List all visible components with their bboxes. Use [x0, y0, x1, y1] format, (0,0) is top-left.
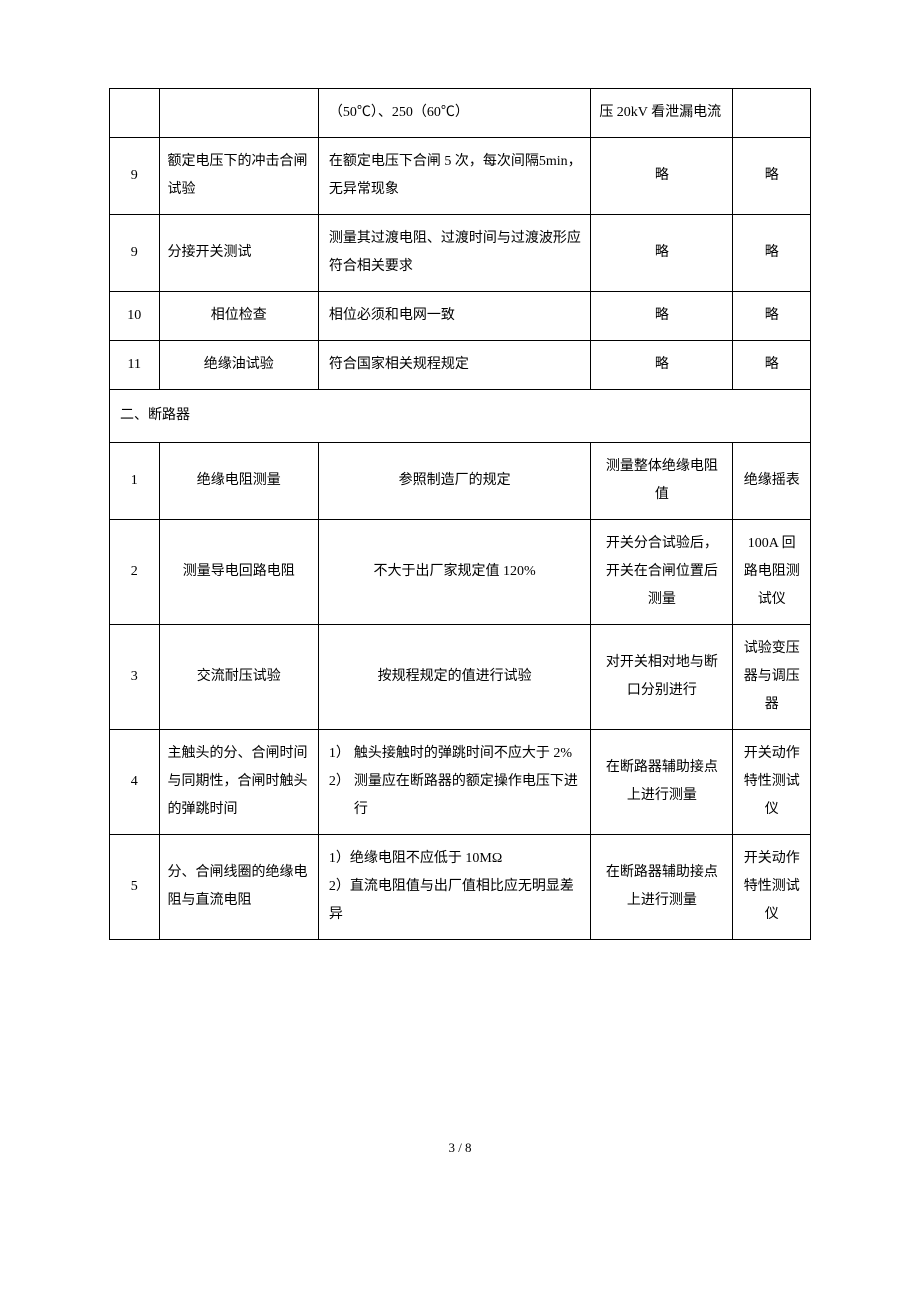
row-req: （50℃）、250（60℃） — [318, 89, 590, 138]
row-tool — [733, 89, 811, 138]
row-req: 1） 触头接触时的弹跳时间不应大于 2% 2） 测量应在断路器的额定操作电压下进… — [318, 730, 590, 835]
table-row: 5 分、合闸线圈的绝缘电阻与直流电阻 1）绝缘电阻不应低于 10MΩ 2）直流电… — [110, 835, 811, 940]
list-text: 触头接触时的弹跳时间不应大于 2% — [354, 740, 582, 768]
row-req: 在额定电压下合闸 5 次，每次间隔5min，无异常现象 — [318, 138, 590, 215]
row-note: 略 — [591, 341, 733, 390]
list-marker: 2） — [329, 879, 350, 894]
row-name: 主触头的分、合闸时间与同期性，合闸时触头的弹跳时间 — [159, 730, 318, 835]
table-row: （50℃）、250（60℃） 压 20kV 看泄漏电流 — [110, 89, 811, 138]
table-row: 3 交流耐压试验 按规程规定的值进行试验 对开关相对地与断口分别进行 试验变压器… — [110, 625, 811, 730]
list-marker: 2） — [329, 768, 350, 796]
list-text: 测量应在断路器的额定操作电压下进行 — [354, 768, 582, 824]
row-req: 符合国家相关规程规定 — [318, 341, 590, 390]
row-name: 交流耐压试验 — [159, 625, 318, 730]
list-text: 直流电阻值与出厂值相比应无明显差异 — [329, 879, 574, 922]
row-num: 9 — [110, 138, 160, 215]
row-req: 1）绝缘电阻不应低于 10MΩ 2）直流电阻值与出厂值相比应无明显差异 — [318, 835, 590, 940]
table-row: 9 额定电压下的冲击合闸试验 在额定电压下合闸 5 次，每次间隔5min，无异常… — [110, 138, 811, 215]
list-marker: 1） — [329, 851, 350, 866]
row-name: 测量导电回路电阻 — [159, 520, 318, 625]
row-num: 2 — [110, 520, 160, 625]
row-req: 测量其过渡电阻、过渡时间与过渡波形应符合相关要求 — [318, 215, 590, 292]
row-tool: 试验变压器与调压器 — [733, 625, 811, 730]
row-note: 略 — [591, 138, 733, 215]
list-item: 1） 触头接触时的弹跳时间不应大于 2% — [329, 740, 582, 768]
row-name: 绝缘油试验 — [159, 341, 318, 390]
row-name — [159, 89, 318, 138]
row-num: 1 — [110, 443, 160, 520]
row-tool: 略 — [733, 215, 811, 292]
row-note: 在断路器辅助接点上进行测量 — [591, 730, 733, 835]
row-num: 3 — [110, 625, 160, 730]
row-name: 额定电压下的冲击合闸试验 — [159, 138, 318, 215]
row-note: 测量整体绝缘电阻值 — [591, 443, 733, 520]
row-tool: 略 — [733, 138, 811, 215]
table-row: 1 绝缘电阻测量 参照制造厂的规定 测量整体绝缘电阻值 绝缘摇表 — [110, 443, 811, 520]
row-name: 相位检查 — [159, 292, 318, 341]
row-tool: 开关动作特性测试仪 — [733, 835, 811, 940]
row-num: 5 — [110, 835, 160, 940]
table-row: 10 相位检查 相位必须和电网一致 略 略 — [110, 292, 811, 341]
list-text: 绝缘电阻不应低于 10MΩ — [350, 851, 502, 866]
list-marker: 1） — [329, 740, 350, 768]
row-name: 分接开关测试 — [159, 215, 318, 292]
row-note: 对开关相对地与断口分别进行 — [591, 625, 733, 730]
row-req: 参照制造厂的规定 — [318, 443, 590, 520]
table-row: 11 绝缘油试验 符合国家相关规程规定 略 略 — [110, 341, 811, 390]
table-row: 9 分接开关测试 测量其过渡电阻、过渡时间与过渡波形应符合相关要求 略 略 — [110, 215, 811, 292]
row-tool: 略 — [733, 341, 811, 390]
row-note: 略 — [591, 292, 733, 341]
list-line: 1）绝缘电阻不应低于 10MΩ — [329, 845, 582, 873]
row-tool: 开关动作特性测试仪 — [733, 730, 811, 835]
table-row: 2 测量导电回路电阻 不大于出厂家规定值 120% 开关分合试验后，开关在合闸位… — [110, 520, 811, 625]
section-title: 二、断路器 — [110, 390, 811, 443]
list-item: 2） 测量应在断路器的额定操作电压下进行 — [329, 768, 582, 824]
row-tool: 100A 回路电阻测试仪 — [733, 520, 811, 625]
row-req: 按规程规定的值进行试验 — [318, 625, 590, 730]
row-tool: 略 — [733, 292, 811, 341]
list-line: 2）直流电阻值与出厂值相比应无明显差异 — [329, 873, 582, 929]
transformer-table: （50℃）、250（60℃） 压 20kV 看泄漏电流 9 额定电压下的冲击合闸… — [109, 88, 811, 940]
row-note: 开关分合试验后，开关在合闸位置后测量 — [591, 520, 733, 625]
row-name: 绝缘电阻测量 — [159, 443, 318, 520]
row-note: 在断路器辅助接点上进行测量 — [591, 835, 733, 940]
row-req: 相位必须和电网一致 — [318, 292, 590, 341]
row-num: 4 — [110, 730, 160, 835]
section-header-row: 二、断路器 — [110, 390, 811, 443]
table-row: 4 主触头的分、合闸时间与同期性，合闸时触头的弹跳时间 1） 触头接触时的弹跳时… — [110, 730, 811, 835]
row-num — [110, 89, 160, 138]
row-req: 不大于出厂家规定值 120% — [318, 520, 590, 625]
row-tool: 绝缘摇表 — [733, 443, 811, 520]
row-name: 分、合闸线圈的绝缘电阻与直流电阻 — [159, 835, 318, 940]
row-note: 略 — [591, 215, 733, 292]
row-num: 9 — [110, 215, 160, 292]
page-number: 3 / 8 — [109, 1140, 811, 1156]
row-note: 压 20kV 看泄漏电流 — [591, 89, 733, 138]
row-num: 11 — [110, 341, 160, 390]
row-num: 10 — [110, 292, 160, 341]
